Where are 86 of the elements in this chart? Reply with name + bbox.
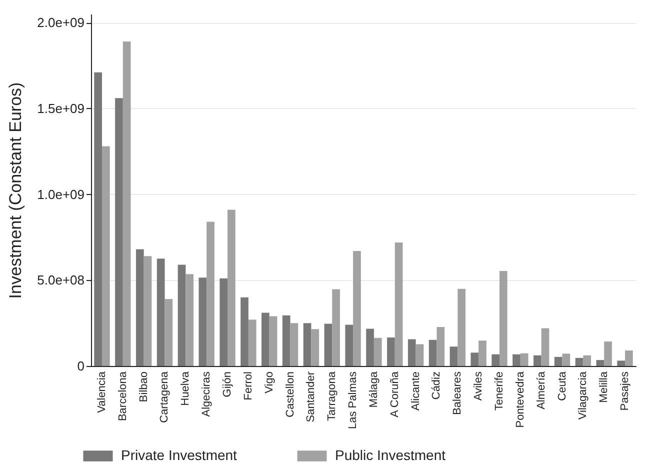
bar xyxy=(115,98,123,366)
x-tick-label: Tenerife xyxy=(493,372,506,411)
x-tick-label: Vilagarcia xyxy=(577,370,590,420)
bar xyxy=(604,341,612,366)
bar xyxy=(164,299,173,366)
y-tick-label: 0 xyxy=(77,358,84,374)
x-tick-label: Valencia xyxy=(96,370,108,413)
bar xyxy=(324,324,332,366)
x-tick-label: Vigo xyxy=(263,372,276,394)
bar xyxy=(240,297,248,366)
bar xyxy=(290,323,298,366)
x-tick-label: Huelva xyxy=(180,370,192,406)
bar xyxy=(136,249,144,366)
bar xyxy=(492,354,500,366)
x-tick-label: Tarragona xyxy=(326,370,338,422)
x-tick-label: A Coruña xyxy=(388,370,401,418)
x-tick-label: Cartagena xyxy=(158,370,171,423)
y-tick-label: 2.0e+09 xyxy=(37,15,84,30)
bar xyxy=(282,315,290,366)
x-tick-label: Gijón xyxy=(222,372,234,398)
x-tick-label: Ceuta xyxy=(556,370,568,401)
bar xyxy=(186,274,194,366)
bar xyxy=(541,328,550,366)
bar xyxy=(332,289,340,366)
bar xyxy=(178,264,186,366)
x-tick-label: Bilbao xyxy=(138,372,150,402)
bar xyxy=(303,323,312,366)
bar xyxy=(311,329,320,366)
bar xyxy=(248,320,256,366)
bar xyxy=(206,222,214,366)
bar xyxy=(436,327,445,366)
bar xyxy=(394,242,403,366)
x-tick-label: Las Palmas xyxy=(347,371,360,429)
bar xyxy=(575,358,584,366)
y-tick-label: 5.0e+08 xyxy=(37,272,84,288)
bar xyxy=(499,271,508,366)
x-tick-label: Barcelona xyxy=(116,370,129,422)
bar xyxy=(387,337,395,366)
bar xyxy=(554,356,562,366)
y-axis-title: Investment (Constant Euros) xyxy=(6,82,26,299)
bar xyxy=(374,338,382,366)
bar xyxy=(428,340,437,366)
bar xyxy=(533,355,542,366)
bar xyxy=(269,316,278,366)
x-tick-label: Ferrol xyxy=(242,372,254,400)
bar xyxy=(122,41,131,366)
x-tick-label: Aviles xyxy=(472,371,485,401)
bar xyxy=(520,353,528,366)
bar xyxy=(94,72,102,366)
bar xyxy=(366,328,374,366)
bar xyxy=(228,210,236,366)
x-tick-label: Alicante xyxy=(410,372,422,411)
bar xyxy=(144,256,152,366)
x-tick-label: Santander xyxy=(305,371,318,422)
bar xyxy=(220,278,228,366)
x-tick-label: Málaga xyxy=(368,370,380,408)
bar xyxy=(416,344,424,366)
bar xyxy=(450,346,458,366)
bar xyxy=(198,278,207,366)
bar xyxy=(156,258,165,366)
bar xyxy=(408,339,416,366)
bar xyxy=(102,146,110,366)
x-tick-label: Baleares xyxy=(452,371,464,415)
legend-label: Public Investment xyxy=(335,447,446,463)
bar xyxy=(458,288,466,366)
bar xyxy=(345,324,354,366)
x-tick-label: Pontevedra xyxy=(514,370,526,428)
x-tick-label: Almería xyxy=(535,370,548,410)
y-tick-label: 1.0e+09 xyxy=(37,186,84,202)
bar xyxy=(262,312,270,366)
bar xyxy=(562,354,570,366)
legend-label: Private Investment xyxy=(121,447,238,463)
bar xyxy=(512,354,520,366)
x-tick-label: Castellon xyxy=(284,372,296,418)
y-tick-label: 1.5e+09 xyxy=(37,100,84,116)
bar xyxy=(596,360,604,366)
x-tick-label: Algeciras xyxy=(200,371,213,417)
bar xyxy=(478,340,486,366)
bar xyxy=(617,360,626,366)
bar xyxy=(470,352,479,366)
bar xyxy=(353,250,361,366)
bar xyxy=(625,350,633,366)
bar xyxy=(583,355,592,366)
x-tick-label: Pasajes xyxy=(619,371,632,411)
x-tick-label: Cádiz xyxy=(430,372,443,400)
x-tick-label: Melilla xyxy=(598,370,610,403)
